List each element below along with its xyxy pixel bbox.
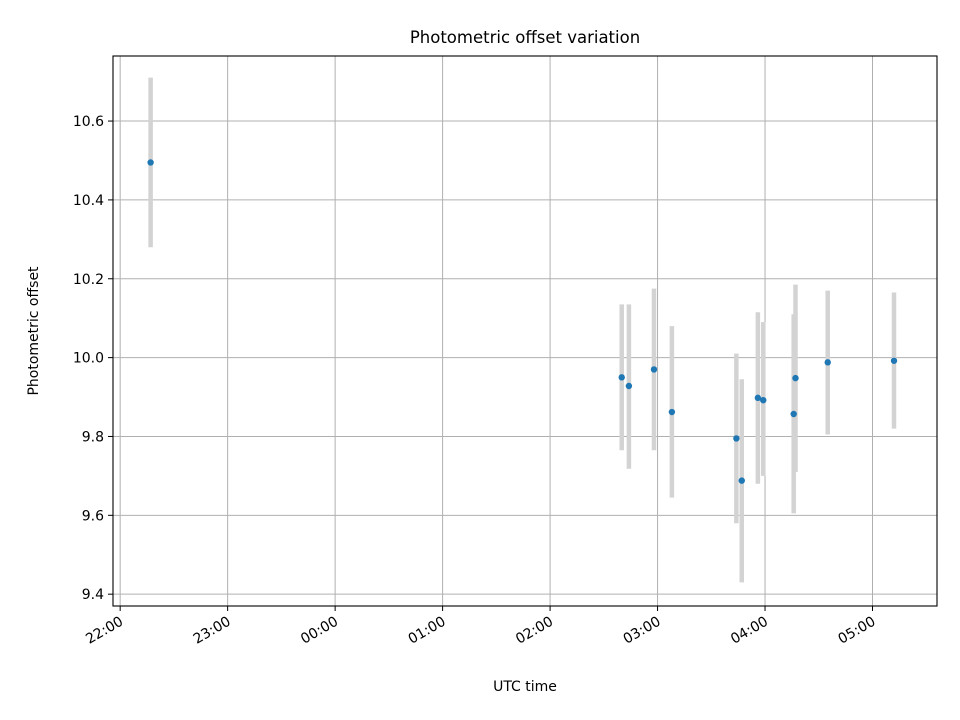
y-tick-label: 9.4 [82,587,104,603]
data-point [618,374,625,381]
y-tick-label: 10.4 [73,193,104,209]
y-tick-label: 10.2 [73,272,104,288]
data-point [733,435,740,442]
y-tick-label: 10.0 [73,351,104,367]
data-point [760,396,767,404]
data-point [650,366,658,373]
plot-frame [112,55,938,607]
data-point [625,382,633,390]
x-axis-label: UTC time [493,679,557,695]
y-axis-label: Photometric offset [26,266,42,396]
data-point [754,394,762,402]
data-point [824,359,831,366]
data-point [147,159,154,166]
data-point [790,410,797,418]
data-point [668,408,676,416]
chart-title: Photometric offset variation [410,28,640,47]
y-tick-label: 9.8 [82,429,104,445]
data-point [738,477,745,484]
y-axis-ticks: 9.4 9.6 9.8 10.0 10.2 10.4 10.6 [73,114,113,603]
data-point [792,374,799,382]
y-tick-label: 10.6 [73,114,104,130]
data-point [890,357,898,364]
grid [113,56,937,606]
y-tick-label: 9.6 [82,508,104,524]
data-points [147,159,898,484]
